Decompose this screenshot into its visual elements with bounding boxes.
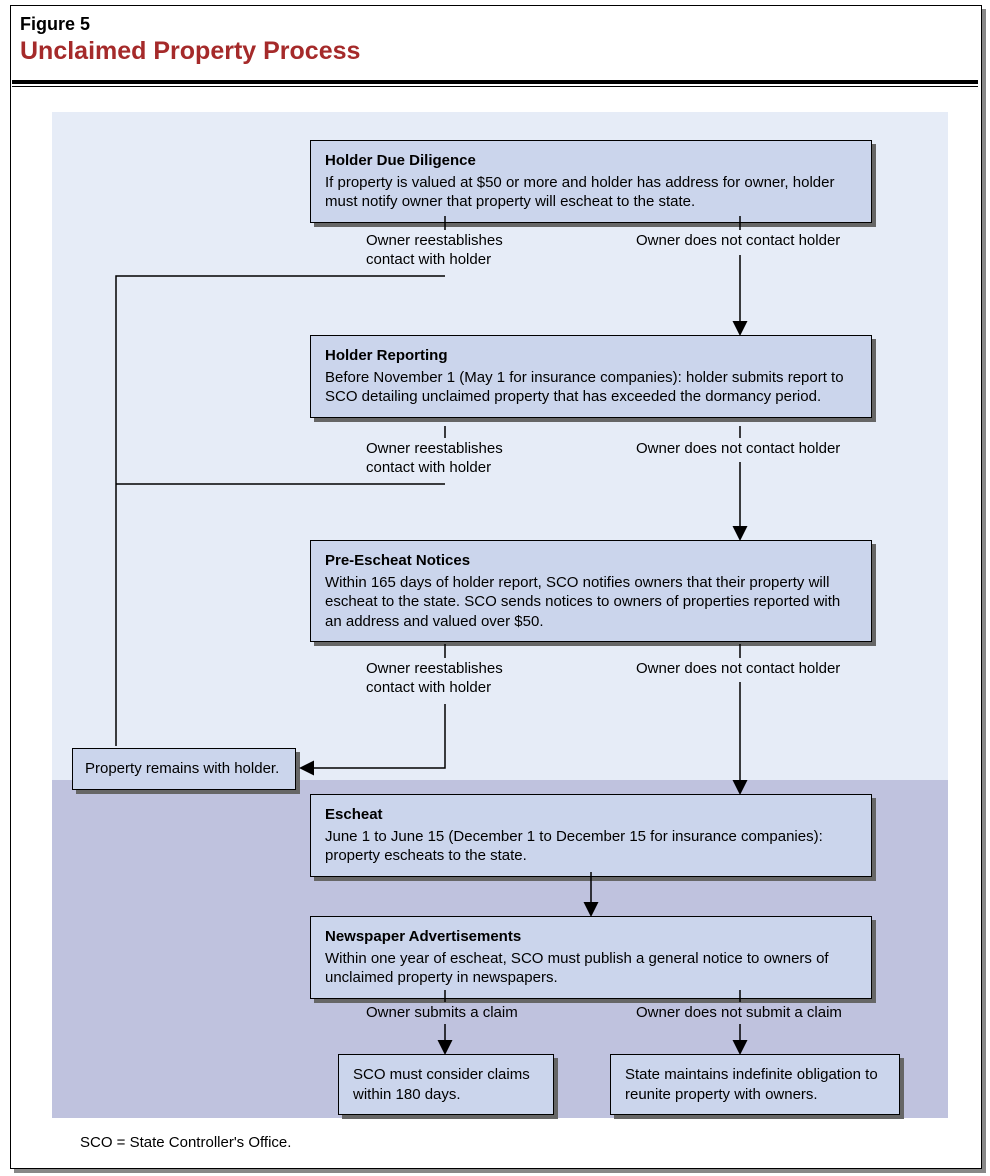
node-title: Escheat <box>325 805 857 825</box>
figure-label: Figure 5 <box>20 14 968 35</box>
header-rule-thick <box>12 80 978 84</box>
header-rule-thin <box>12 86 978 87</box>
node-pre-escheat: Pre-Escheat Notices Within 165 days of h… <box>310 540 872 642</box>
edge-label-no-claim: Owner does not submit a claim <box>636 1004 842 1023</box>
edge-label-no-contact-1: Owner does not contact holder <box>636 232 840 251</box>
figure-header: Figure 5 Unclaimed Property Process <box>20 14 968 66</box>
node-text: June 1 to June 15 (December 1 to Decembe… <box>325 827 857 866</box>
edge-label-reestablish-2: Owner reestablishes contact with holder <box>366 440 546 478</box>
node-text: Within one year of escheat, SCO must pub… <box>325 949 857 988</box>
node-holder-reporting: Holder Reporting Before November 1 (May … <box>310 335 872 418</box>
node-title: Holder Reporting <box>325 346 857 366</box>
figure-title: Unclaimed Property Process <box>20 37 968 66</box>
node-text: Property remains with holder. <box>85 759 283 779</box>
node-newspaper: Newspaper Advertisements Within one year… <box>310 916 872 999</box>
node-text: If property is valued at $50 or more and… <box>325 173 857 212</box>
node-holder-due-diligence: Holder Due Diligence If property is valu… <box>310 140 872 223</box>
figure-page: Figure 5 Unclaimed Property Process Hold… <box>0 0 990 1176</box>
node-text: State maintains indefinite obligation to… <box>625 1065 885 1104</box>
node-title: Pre-Escheat Notices <box>325 551 857 571</box>
node-escheat: Escheat June 1 to June 15 (December 1 to… <box>310 794 872 877</box>
node-text: Before November 1 (May 1 for insurance c… <box>325 368 857 407</box>
edge-label-reestablish-3: Owner reestablishes contact with holder <box>366 660 546 698</box>
node-title: Newspaper Advertisements <box>325 927 857 947</box>
edge-label-submits-claim: Owner submits a claim <box>366 1004 518 1023</box>
figure-footnote: SCO = State Controller's Office. <box>80 1134 291 1151</box>
node-sco-consider: SCO must consider claims within 180 days… <box>338 1054 554 1115</box>
node-title: Holder Due Diligence <box>325 151 857 171</box>
node-text: SCO must consider claims within 180 days… <box>353 1065 539 1104</box>
edge-label-no-contact-3: Owner does not contact holder <box>636 660 840 679</box>
edge-label-no-contact-2: Owner does not contact holder <box>636 440 840 459</box>
edge-label-reestablish-1: Owner reestablishes contact with holder <box>366 232 546 270</box>
node-state-maintains: State maintains indefinite obligation to… <box>610 1054 900 1115</box>
node-property-remains: Property remains with holder. <box>72 748 296 790</box>
node-text: Within 165 days of holder report, SCO no… <box>325 573 857 632</box>
